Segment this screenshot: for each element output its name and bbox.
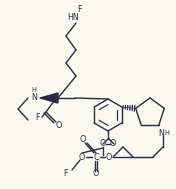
Text: C: C bbox=[93, 153, 99, 161]
Text: F: F bbox=[36, 112, 40, 122]
Text: H: H bbox=[32, 87, 36, 93]
Text: O: O bbox=[106, 153, 112, 161]
Text: HN: HN bbox=[67, 13, 79, 22]
Text: O: O bbox=[93, 170, 99, 178]
Polygon shape bbox=[40, 93, 58, 103]
Text: F: F bbox=[78, 5, 82, 13]
Text: O: O bbox=[79, 153, 85, 161]
Text: O: O bbox=[80, 136, 86, 145]
Text: N: N bbox=[158, 129, 164, 138]
Text: F: F bbox=[64, 169, 68, 177]
Text: O: O bbox=[56, 121, 62, 129]
Text: N: N bbox=[31, 94, 37, 102]
Text: O: O bbox=[100, 139, 106, 149]
Text: H: H bbox=[165, 130, 169, 136]
Text: O: O bbox=[110, 139, 116, 149]
